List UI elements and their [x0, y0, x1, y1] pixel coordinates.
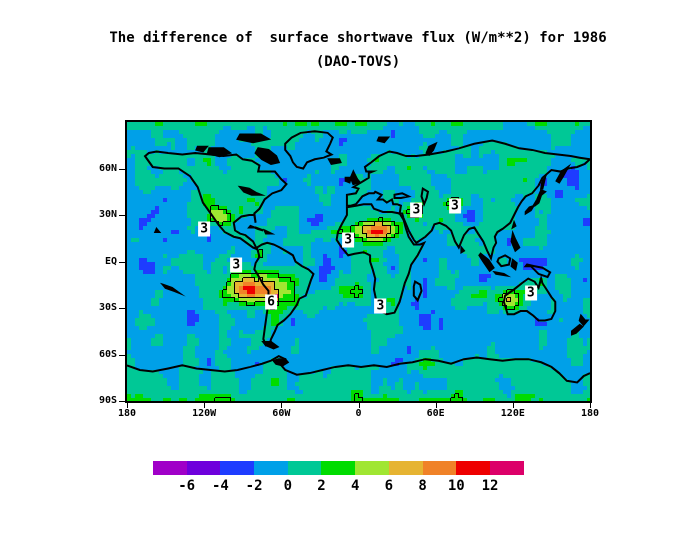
x-axis-tick [590, 403, 591, 408]
contour-label: 3 [410, 202, 423, 218]
y-axis-tick-label: 30N [98, 209, 117, 220]
contour-label: 3 [524, 285, 537, 300]
x-axis-tick-label: 60W [272, 408, 291, 419]
map-frame [125, 120, 592, 403]
colorbar-segment [388, 461, 423, 475]
x-axis-tick-label: 60E [426, 408, 445, 419]
x-axis-tick-label: 180 [117, 408, 137, 419]
y-axis-tick-label: 60S [98, 348, 117, 360]
contour-label: 3 [449, 198, 461, 214]
colorbar-segment [321, 461, 356, 475]
map-canvas [127, 122, 590, 401]
colorbar-segment [153, 461, 187, 475]
y-axis-tick [119, 354, 125, 356]
colorbar-tick-label: 12 [481, 478, 499, 494]
colorbar-segment [456, 461, 490, 475]
x-axis-tick [204, 403, 206, 408]
y-axis-tick [119, 215, 125, 216]
x-axis-tick-label: 0 [355, 408, 362, 419]
y-axis-tick [119, 401, 125, 402]
colorbar-tick-label: 0 [283, 478, 293, 494]
colorbar-tick-label: -6 [178, 478, 196, 494]
x-axis-tick [358, 403, 360, 408]
chart-title: The difference of surface shortwave flux… [109, 30, 607, 46]
colorbar-tick-label: 8 [418, 478, 427, 494]
colorbar-segment [254, 461, 288, 475]
x-axis-tick [127, 403, 128, 408]
y-axis-tick-label: EQ [104, 255, 117, 267]
x-axis-tick [435, 403, 437, 408]
x-axis-tick-label: 180 [580, 408, 600, 419]
chart-subtitle: (DAO-TOVS) [315, 54, 401, 70]
y-axis-tick [119, 168, 125, 170]
colorbar-segment [220, 461, 255, 475]
colorbar-tick-label: -4 [211, 478, 229, 494]
colorbar-segment [355, 461, 389, 475]
colorbar-tick-label: -2 [245, 478, 263, 494]
colorbar-tick-label: 6 [384, 478, 394, 494]
colorbar-tick-label: 2 [317, 478, 326, 494]
y-axis-tick [119, 261, 125, 263]
contour-label: 3 [374, 298, 387, 314]
y-axis-tick-label: 30S [98, 302, 117, 313]
contour-label: 6 [265, 294, 277, 310]
colorbar-tick-label: 10 [447, 478, 465, 494]
x-axis-tick [281, 403, 283, 408]
x-axis-tick-label: 120E [500, 408, 525, 419]
x-axis-tick-label: 120W [192, 408, 217, 419]
y-axis-tick-label: 90S [98, 395, 117, 406]
contour-label: 3 [198, 221, 211, 237]
colorbar-segment [287, 461, 322, 475]
colorbar-segment [489, 461, 524, 475]
y-axis-tick [119, 308, 125, 309]
contour-label: 3 [230, 257, 243, 273]
x-axis-tick [512, 403, 514, 408]
colorbar-segment [186, 461, 221, 475]
colorbar [153, 461, 524, 475]
colorbar-segment [422, 461, 457, 475]
contour-label: 3 [342, 232, 355, 248]
colorbar-tick-label: 4 [350, 478, 360, 494]
y-axis-tick-label: 60N [98, 162, 117, 174]
